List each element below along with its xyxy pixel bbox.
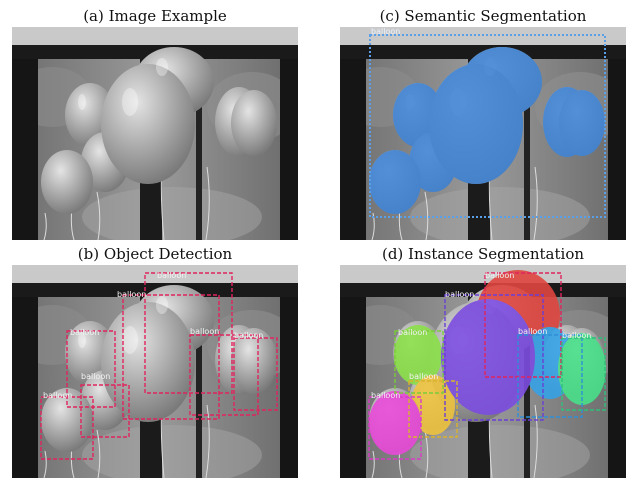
semantic-segmentation-image: balloon <box>340 27 626 240</box>
image-example-panel <box>12 27 298 240</box>
instance-label: balloon <box>371 391 400 400</box>
instance-label: balloon <box>485 271 514 280</box>
caption-semantic-segmentation: (c) Semantic Segmentation <box>379 7 587 25</box>
balloon-instance-mask <box>411 375 455 435</box>
detection-label: balloon <box>81 372 110 381</box>
balloon-instance-mask <box>441 299 535 415</box>
instance-box <box>408 380 458 438</box>
detection-box <box>40 396 94 460</box>
balloon-semantic-mask <box>369 47 605 214</box>
instance-segmentation-panel: balloon balloon balloon balloon balloon … <box>340 265 626 478</box>
detection-label: balloon <box>70 328 99 337</box>
balloon-photo <box>12 27 298 240</box>
instance-label: balloon <box>398 328 427 337</box>
instance-box <box>517 334 583 418</box>
caption-instance-segmentation: (d) Instance Segmentation <box>381 245 585 263</box>
detection-label: balloon <box>190 327 219 336</box>
instance-box <box>394 330 444 394</box>
semantic-box-label: balloon <box>371 27 400 36</box>
instance-label: balloon <box>445 290 474 299</box>
detection-label: balloon <box>157 271 186 280</box>
instance-segmentation-image: balloon balloon balloon balloon balloon … <box>340 265 626 478</box>
detection-box <box>189 334 259 416</box>
semantic-segmentation-panel: balloon <box>340 27 626 240</box>
detection-box <box>144 272 233 394</box>
balloon-instance-mask <box>369 391 421 455</box>
instance-box <box>484 272 562 378</box>
semantic-bounding-box <box>369 34 606 218</box>
balloon-instance-mask <box>394 325 442 385</box>
instance-box <box>444 294 544 421</box>
detection-box <box>66 330 116 408</box>
instance-label: balloon <box>518 327 547 336</box>
caption-object-detection: (b) Object Detection <box>77 245 233 263</box>
detection-box <box>233 337 278 411</box>
instance-label: balloon <box>409 372 438 381</box>
object-detection-image: balloon balloon balloon balloon balloon … <box>12 265 298 478</box>
detection-label: balloon <box>234 331 263 340</box>
instance-label: balloon <box>562 331 591 340</box>
detection-label: balloon <box>117 290 146 299</box>
object-detection-panel: balloon balloon balloon balloon balloon … <box>12 265 298 478</box>
detection-label: balloon <box>43 391 72 400</box>
detection-box <box>122 294 220 420</box>
instance-box <box>561 337 606 411</box>
instance-box <box>368 396 422 460</box>
caption-image-example: (a) Image Example <box>83 7 227 25</box>
detection-box <box>80 384 130 438</box>
